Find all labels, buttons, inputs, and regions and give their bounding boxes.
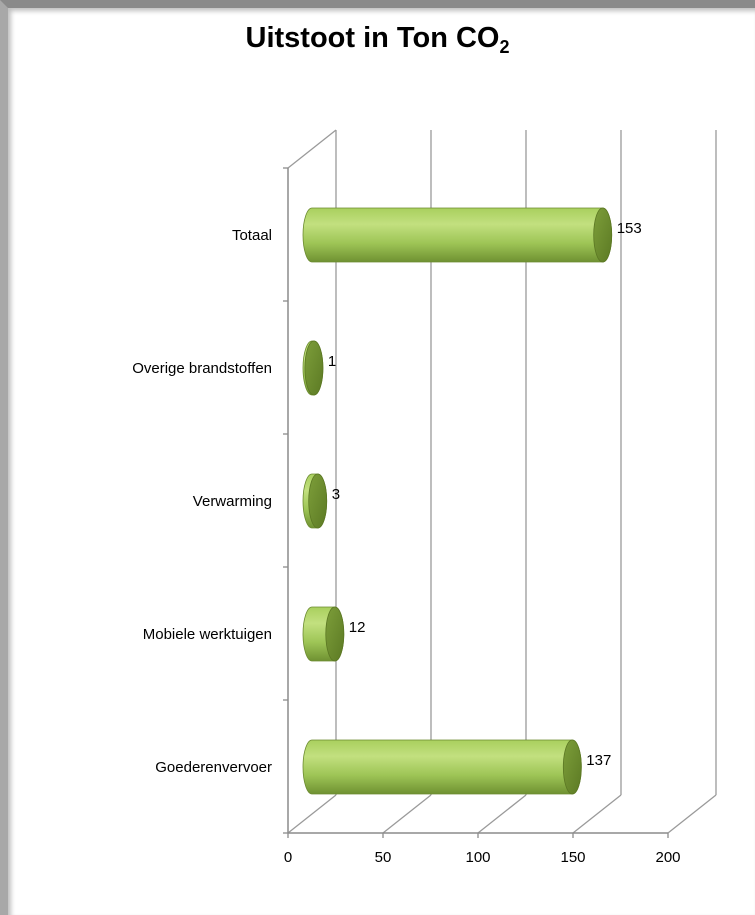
floor-line-0 bbox=[288, 795, 336, 833]
y-tick-label-mobiele-werktuigen: Mobiele werktuigen bbox=[143, 626, 272, 643]
x-tick-label-200: 200 bbox=[655, 849, 680, 866]
floor-line-200 bbox=[668, 795, 716, 833]
bar-cap-overige-brandstoffen bbox=[305, 341, 323, 395]
data-label-overige-brandstoffen: 1 bbox=[328, 353, 336, 370]
bar-layer bbox=[303, 208, 612, 794]
bar-goederenvervoer bbox=[303, 740, 581, 794]
side-wall-top-edge bbox=[288, 130, 336, 168]
bar-cap-verwarming bbox=[309, 474, 327, 528]
x-tick-label-100: 100 bbox=[465, 849, 490, 866]
data-label-totaal: 153 bbox=[617, 220, 642, 237]
bar-cap-mobiele-werktuigen bbox=[326, 607, 344, 661]
floor-line-150 bbox=[573, 795, 621, 833]
y-tick-label-verwarming: Verwarming bbox=[193, 493, 272, 510]
y-tick-label-overige-brandstoffen: Overige brandstoffen bbox=[132, 360, 272, 377]
x-tick-label-150: 150 bbox=[560, 849, 585, 866]
bar-cap-goederenvervoer bbox=[563, 740, 581, 794]
data-label-mobiele-werktuigen: 12 bbox=[349, 619, 366, 636]
floor-line-100 bbox=[478, 795, 526, 833]
floor-line-50 bbox=[383, 795, 431, 833]
bar-cap-totaal bbox=[594, 208, 612, 262]
y-tick-label-totaal: Totaal bbox=[232, 227, 272, 244]
x-tick-label-0: 0 bbox=[284, 849, 292, 866]
bar-totaal bbox=[303, 208, 612, 262]
data-label-goederenvervoer: 137 bbox=[586, 752, 611, 769]
axis-layer bbox=[283, 168, 668, 838]
y-tick-label-goederenvervoer: Goederenvervoer bbox=[155, 759, 272, 776]
data-label-verwarming: 3 bbox=[332, 486, 340, 503]
x-tick-label-50: 50 bbox=[375, 849, 392, 866]
